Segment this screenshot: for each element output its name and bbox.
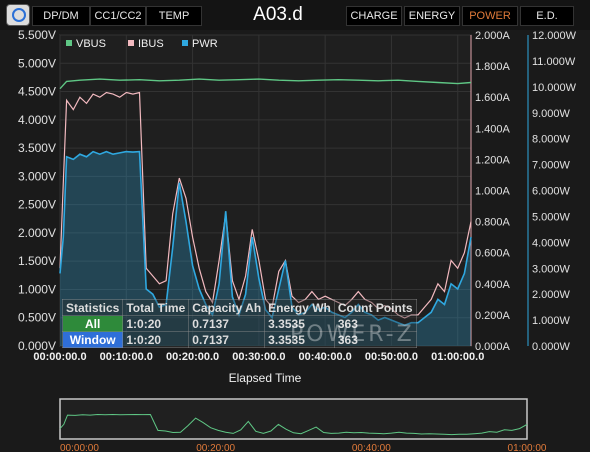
legend-swatch	[128, 40, 134, 46]
x-tick-label: 00:40:00.0	[299, 351, 352, 363]
y-left-tick-label: 5.500V	[18, 30, 56, 42]
y-mid-tick-label: 1.800A	[475, 61, 511, 73]
y-right-tick-label: 12.000W	[532, 30, 577, 42]
y-mid-tick-label: 1.600A	[475, 92, 511, 104]
stats-header-cell: Total Time	[122, 299, 190, 316]
tab-charge[interactable]: CHARGE	[346, 6, 402, 26]
legend-swatch	[66, 40, 72, 46]
y-mid-tick-label: 2.000A	[475, 30, 511, 42]
overview-navigator[interactable]: 00:00:00 00:20:00 00:40:00 01:00:00	[0, 395, 590, 452]
x-tick-label: 00:10:00.0	[100, 351, 153, 363]
x-tick-label: 00:50:00.0	[365, 351, 418, 363]
legend-label: VBUS	[76, 38, 106, 50]
stats-header-cell: Count Points	[333, 299, 417, 316]
stats-total-time: 1:0:20	[122, 315, 190, 332]
stats-capacity: 0.7137	[188, 331, 266, 348]
y-right-tick-label: 6.000W	[532, 186, 571, 198]
tab-temp[interactable]: TEMP	[146, 6, 202, 26]
stats-label-all: All	[61, 315, 124, 332]
stats-header-cell: Capacity Ah	[188, 299, 266, 316]
overview-tick-label: 00:00:00	[60, 443, 99, 452]
legend-label: IBUS	[138, 38, 164, 50]
y-left-tick-label: 2.500V	[18, 198, 56, 212]
overview-tick-label: 00:20:00	[196, 443, 235, 452]
stats-header-count: Count	[337, 300, 373, 315]
x-tick-label: 01:00:00.0	[431, 351, 484, 363]
overview-tick-label: 00:40:00	[352, 443, 391, 452]
y-mid-tick-label: 0.600A	[475, 248, 511, 260]
y-mid-tick-label: 0.000A	[475, 341, 511, 353]
app-logo-icon[interactable]	[6, 4, 30, 26]
watermark-logo: POWER-Z	[290, 322, 415, 347]
x-tick-label: 00:30:00.0	[232, 351, 285, 363]
top-toolbar: DP/DM CC1/CC2 TEMP A03.d CHARGE ENERGY P…	[0, 0, 590, 30]
legend-label: PWR	[192, 38, 218, 50]
tab-ed[interactable]: E.D.	[520, 6, 574, 26]
stats-row-window: Window 1:0:20 0.7137 3.3535 363	[61, 331, 417, 348]
y-left-tick-label: 1.500V	[18, 254, 56, 268]
y-left-tick-label: 0.000V	[18, 339, 56, 353]
y-right-tick-label: 5.000W	[532, 211, 571, 223]
stats-header-points: Points	[375, 300, 413, 315]
tab-energy[interactable]: ENERGY	[404, 6, 460, 26]
stats-points: 363	[333, 315, 417, 332]
y-right-tick-label: 3.000W	[532, 263, 571, 275]
y-right-tick-label: 8.000W	[532, 134, 571, 146]
statistics-table: Statistics Total Time Capacity Ah Energy…	[61, 299, 417, 348]
overview-series-line	[59, 413, 528, 436]
stats-total-time: 1:0:20	[122, 331, 190, 348]
y-left-tick-label: 0.500V	[18, 311, 56, 325]
y-right-tick-label: 1.000W	[532, 315, 571, 327]
y-mid-tick-label: 0.200A	[475, 310, 511, 322]
plot-area	[59, 34, 472, 347]
y-mid-tick-label: 0.800A	[475, 217, 511, 229]
y-mid-tick-label: 0.400A	[475, 279, 511, 291]
vbus-series-line	[59, 78, 472, 90]
y-right-tick-label: 11.000W	[532, 56, 576, 68]
tab-cc1-cc2[interactable]: CC1/CC2	[90, 6, 146, 26]
y-left-tick-label: 4.000V	[18, 113, 56, 127]
y-right-tick-label: 10.000W	[532, 82, 577, 94]
page-title: A03.d	[253, 4, 303, 25]
stats-label-window: Window	[61, 331, 124, 348]
x-axis-label: Elapsed Time	[229, 371, 302, 385]
stats-header-cell: Energy Wh	[264, 299, 335, 316]
y-right-tick-label: 2.000W	[532, 289, 571, 301]
y-left-tick-label: 3.500V	[18, 141, 56, 155]
y-right-tick-label: 4.000W	[532, 237, 571, 249]
y-right-tick-label: 7.000W	[532, 160, 571, 172]
y-right-tick-label: 9.000W	[532, 108, 571, 120]
x-tick-label: 00:20:00.0	[166, 351, 219, 363]
stats-points: 363	[333, 331, 417, 348]
y-mid-tick-label: 1.200A	[475, 154, 511, 166]
tab-dp-dm[interactable]: DP/DM	[32, 6, 90, 26]
y-right-tick-label: 0.000W	[532, 341, 571, 353]
y-mid-tick-label: 1.400A	[475, 123, 511, 135]
stats-capacity: 0.7137	[188, 315, 266, 332]
y-left-tick-label: 5.000V	[18, 56, 56, 70]
stats-energy: 3.3535	[264, 331, 335, 348]
stats-row-all: All 1:0:20 0.7137 3.3535 363	[61, 315, 417, 332]
y-mid-tick-label: 1.000A	[475, 186, 511, 198]
stats-energy: 3.3535	[264, 315, 335, 332]
stats-header-row: Statistics Total Time Capacity Ah Energy…	[61, 299, 417, 316]
y-left-tick-label: 3.000V	[18, 169, 56, 183]
tab-power[interactable]: POWER	[462, 6, 518, 26]
x-tick-label: 00:00:00.0	[33, 351, 86, 363]
y-left-tick-label: 1.000V	[18, 282, 56, 296]
legend-swatch	[182, 40, 188, 46]
main-chart[interactable]: 0.000V 0.500V 1.000V 1.500V 2.000V 2.500V 3.00…	[0, 30, 590, 395]
overview-tick-label: 01:00:00	[508, 443, 547, 452]
y-left-tick-label: 4.500V	[18, 85, 56, 99]
stats-header-cell: Statistics	[61, 299, 124, 316]
y-left-tick-label: 2.000V	[18, 226, 56, 240]
